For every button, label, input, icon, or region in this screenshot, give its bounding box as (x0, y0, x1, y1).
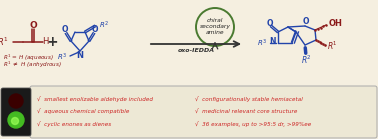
Text: $R^3$: $R^3$ (57, 51, 67, 63)
Text: OH: OH (329, 19, 343, 28)
Text: $R^2$: $R^2$ (301, 54, 311, 66)
Text: $R^1$ = H (aqueous): $R^1$ = H (aqueous) (3, 53, 54, 63)
Text: O: O (267, 18, 273, 28)
Text: $R^1$: $R^1$ (327, 40, 338, 52)
Text: O: O (62, 25, 68, 34)
Text: amine: amine (206, 30, 224, 35)
Text: √  36 examples, up to >95:5 dr, >99%ee: √ 36 examples, up to >95:5 dr, >99%ee (195, 121, 311, 127)
Text: N: N (76, 50, 84, 59)
Text: H: H (42, 38, 48, 47)
Circle shape (9, 94, 23, 108)
Text: N: N (270, 38, 276, 47)
FancyBboxPatch shape (30, 86, 377, 138)
Text: +: + (46, 35, 58, 49)
Text: O: O (303, 18, 309, 27)
Text: $R^1$: $R^1$ (0, 36, 9, 48)
Circle shape (11, 117, 19, 125)
Text: $R^2$: $R^2$ (99, 19, 109, 31)
Text: $R^3$: $R^3$ (257, 37, 267, 49)
Text: $R^1$ $\neq$ H (anhydrous): $R^1$ $\neq$ H (anhydrous) (3, 60, 62, 70)
Text: √  configurationally stable hemiacetal: √ configurationally stable hemiacetal (195, 96, 303, 102)
Text: √  smallest enolizable aldehyde included: √ smallest enolizable aldehyde included (37, 96, 153, 102)
Text: O: O (29, 20, 37, 29)
Text: √  cyclic enones as dienes: √ cyclic enones as dienes (37, 121, 111, 127)
Text: chiral: chiral (207, 18, 223, 23)
Text: oxo-IEDDA: oxo-IEDDA (177, 48, 215, 53)
Text: O: O (92, 25, 98, 34)
Text: √  medicinal relevant core structure: √ medicinal relevant core structure (195, 109, 297, 114)
Text: √  aqueous chemical compatible: √ aqueous chemical compatible (37, 109, 129, 115)
FancyBboxPatch shape (1, 88, 31, 136)
Text: secondary: secondary (200, 24, 231, 29)
Circle shape (8, 112, 24, 128)
